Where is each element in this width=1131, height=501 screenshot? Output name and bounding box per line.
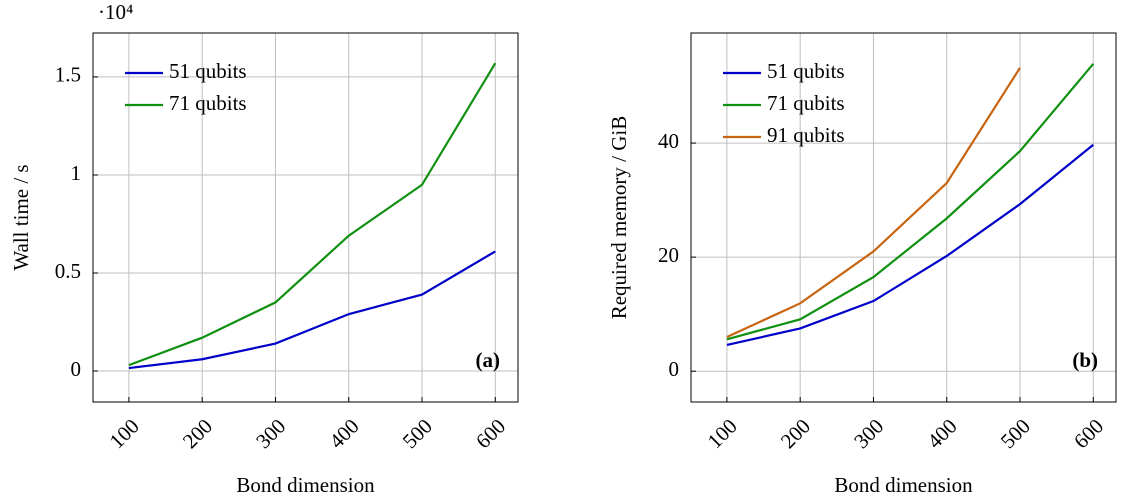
x-tick-label: 100 <box>105 414 144 453</box>
x-axis-label: Bond dimension <box>834 473 973 497</box>
chart: 100 200 300 400 500 600 0 0.5 1 1.5 51 qubits 71 qu… <box>9 0 519 497</box>
legend-label: 91 qubits <box>767 123 845 147</box>
y-multiplier: ·10⁴ <box>98 0 133 24</box>
x-tick-label: 500 <box>996 414 1035 453</box>
annotation: (b) <box>1072 348 1098 372</box>
x-tick-label: 400 <box>922 414 961 453</box>
x-tick-label: 200 <box>178 414 217 453</box>
legend-label: 71 qubits <box>169 91 247 115</box>
line <box>726 63 1095 341</box>
x-tick-label: 100 <box>703 414 742 453</box>
x-axis-label: Bond dimension <box>236 473 375 497</box>
x-tick-label: 600 <box>471 414 510 453</box>
line <box>726 67 1021 338</box>
x-tick-label: 300 <box>849 414 888 453</box>
y-tick-label: 40 <box>658 129 679 153</box>
chart: 100 200 300 400 500 600 0 20 40 51 qubits 71 qubit… <box>607 32 1117 497</box>
line <box>128 250 496 370</box>
y-tick-label: 1.5 <box>55 63 81 87</box>
x-tick-label: 400 <box>324 414 363 453</box>
annotation: (a) <box>476 348 501 372</box>
y-axis-label: Wall time / s <box>9 164 33 270</box>
legend-label: 51 qubits <box>169 59 247 83</box>
plot-frame <box>690 32 1117 403</box>
line <box>128 62 497 367</box>
y-tick-label: 0 <box>71 357 82 381</box>
plot-frame <box>92 32 519 403</box>
x-tick-label: 500 <box>398 414 437 453</box>
y-tick-label: 20 <box>658 243 679 267</box>
line <box>726 143 1094 347</box>
legend-label: 51 qubits <box>767 59 845 83</box>
x-tick-label: 200 <box>776 414 815 453</box>
y-axis-label: Required memory / GiB <box>607 116 631 320</box>
x-tick-label: 300 <box>251 414 290 453</box>
legend-label: 71 qubits <box>767 91 845 115</box>
y-tick-label: 1 <box>71 161 82 185</box>
y-tick-label: 0.5 <box>55 259 81 283</box>
x-tick-label: 600 <box>1069 414 1108 453</box>
y-tick-label: 0 <box>669 357 680 381</box>
